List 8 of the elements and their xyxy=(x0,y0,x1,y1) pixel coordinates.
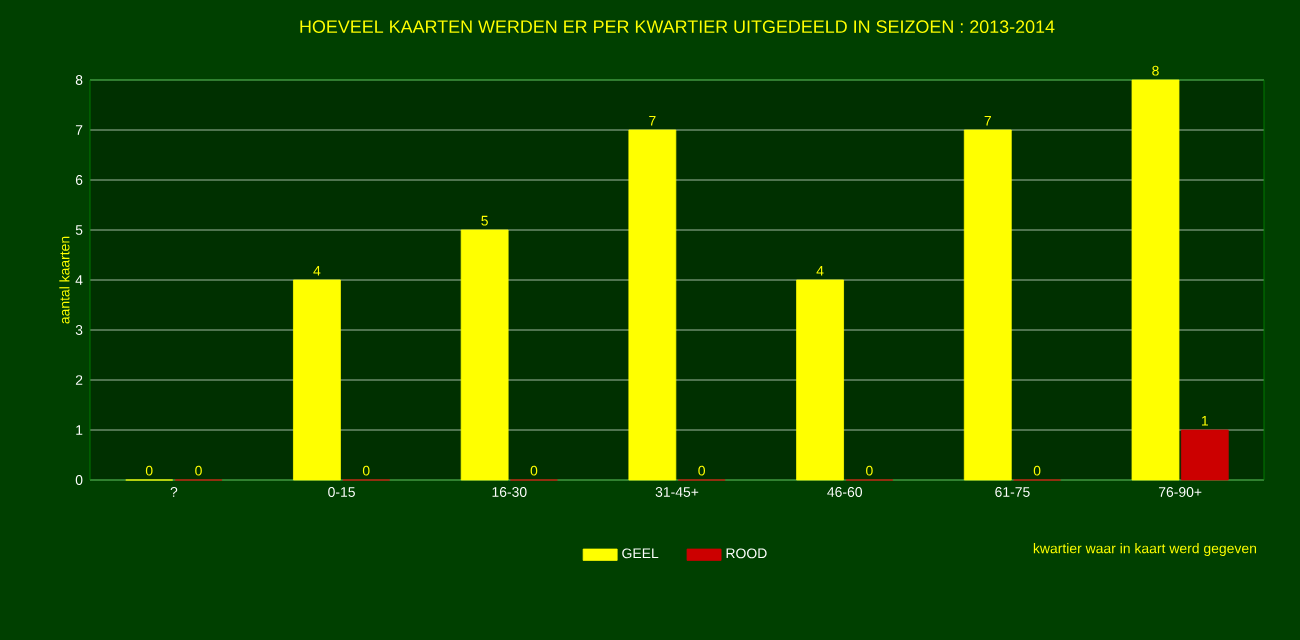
bar xyxy=(963,129,1012,481)
bar xyxy=(293,279,341,481)
bar xyxy=(628,129,677,481)
bar xyxy=(1180,429,1229,481)
bar xyxy=(460,229,509,481)
bar xyxy=(796,279,844,481)
bar xyxy=(1131,79,1180,481)
chart-title: HOEVEEL KAARTEN WERDEN ER PER KWARTIER UITGEDEELD IN SEIZOEN : 2013-2014 xyxy=(300,20,1055,34)
